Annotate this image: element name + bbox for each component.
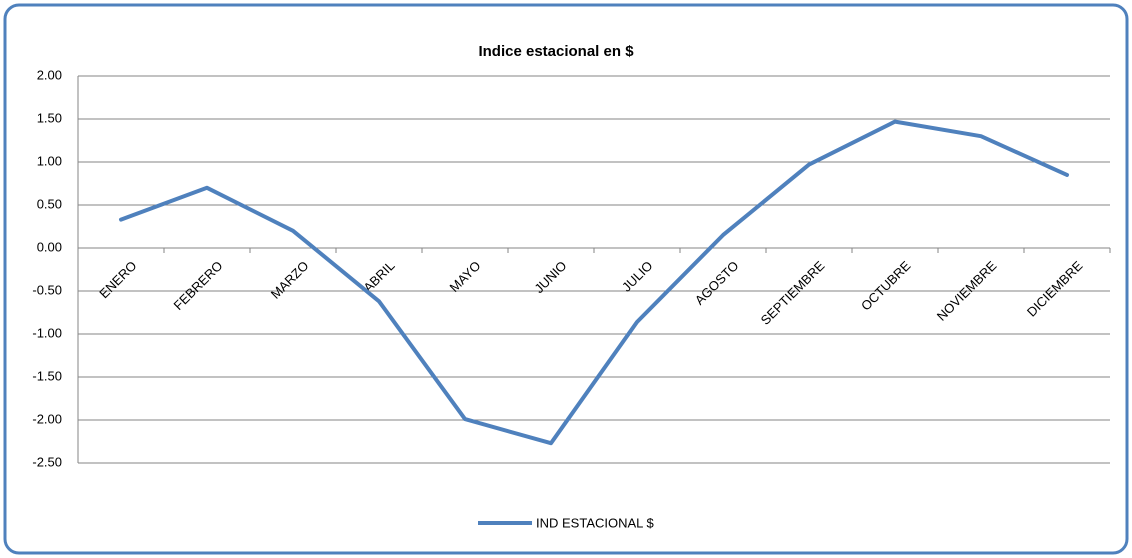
legend-label: IND ESTACIONAL $	[536, 515, 655, 530]
y-tick-label: 0.50	[37, 196, 62, 211]
y-tick-label: -2.50	[32, 454, 62, 469]
y-tick-label: 0.00	[37, 239, 62, 254]
y-tick-label: 2.00	[37, 67, 62, 82]
y-tick-label: 1.50	[37, 110, 62, 125]
y-tick-label: -1.00	[32, 325, 62, 340]
chart-title: Indice estacional en $	[478, 43, 634, 60]
y-tick-label: -2.00	[32, 411, 62, 426]
data-line	[119, 119, 1069, 446]
y-tick-label: 1.00	[37, 153, 62, 168]
y-tick-label: -1.50	[32, 368, 62, 383]
chart-frame	[3, 3, 1129, 555]
y-tick-label: -0.50	[32, 282, 62, 297]
